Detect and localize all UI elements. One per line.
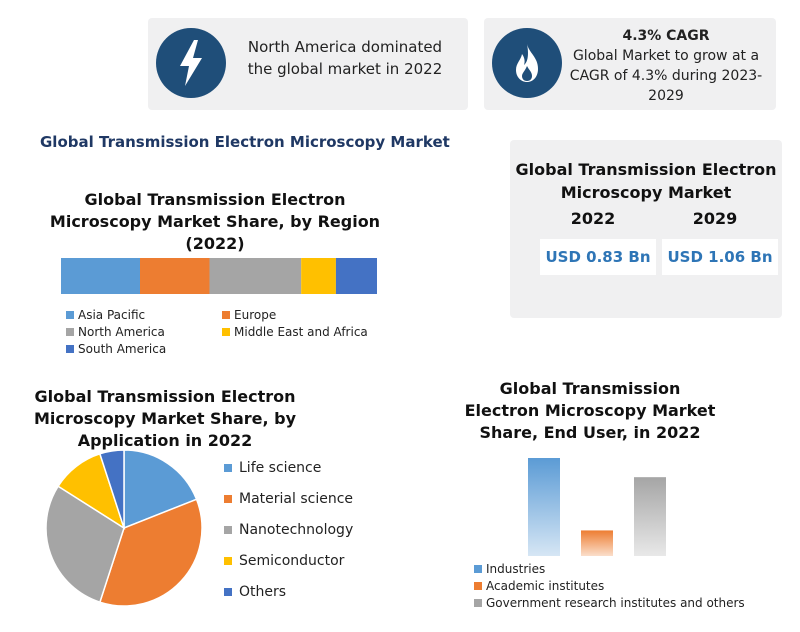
legend-label: Material science [239, 491, 354, 507]
legend-swatch [224, 526, 232, 534]
north-america-text: North America dominated the global marke… [247, 38, 443, 78]
cagr-title: 4.3% CAGR [622, 28, 710, 44]
legend-item-nanotechnology: Nanotechnology [224, 522, 353, 538]
legend-item-semiconductor: Semiconductor [224, 553, 344, 569]
kpi-year-2029: 2029 [692, 209, 738, 228]
kpi-value-2022: USD 0.83 Bn [540, 239, 656, 275]
legend-label: North America [78, 325, 165, 339]
pie-slice-life-science [123, 449, 198, 530]
region-legend: Asia Pacific Europe North America Middle Ea… [66, 308, 406, 360]
legend-label: Industries [486, 562, 546, 576]
enduser-bar-government-research-institutes-and-others [634, 477, 666, 556]
legend-swatch [222, 328, 230, 336]
legend-item-south-america: South America [66, 342, 166, 356]
legend-label: South America [78, 342, 167, 356]
lightning-bolt-icon [156, 28, 226, 98]
application-pie [45, 449, 203, 607]
legend-label: Europe [234, 308, 277, 322]
pie-slice-others [98, 449, 125, 529]
application-chart-title: Global Transmission Electron Microscopy … [33, 387, 297, 450]
legend-label: Academic institutes [486, 579, 605, 593]
legend-item-academic-institutes: Academic institutes [474, 579, 604, 593]
legend-swatch [224, 557, 232, 565]
cagr-description: Global Market to grow at a CAGR of 4.3% … [569, 48, 763, 104]
legend-item-government-research-institutes-and-others: Government research institutes and other… [474, 596, 745, 610]
legend-swatch [224, 495, 232, 503]
legend-swatch [474, 565, 482, 573]
legend-item-north-america: North America [66, 325, 165, 339]
legend-item-material-science: Material science [224, 491, 353, 507]
kpi-year-2022: 2022 [570, 209, 616, 228]
section-title: Global Transmission Electron Microscopy … [40, 133, 450, 151]
legend-swatch [474, 599, 482, 607]
legend-swatch [222, 311, 230, 319]
enduser-legend: Industries Academic institutes Government … [474, 562, 774, 618]
enduser-chart-title: Global Transmission Electron Microscopy … [464, 379, 716, 442]
kpi-value-2029: USD 1.06 Bn [662, 239, 778, 275]
enduser-bar-chart [528, 458, 666, 556]
legend-item-life-science: Life science [224, 460, 321, 476]
kpi-card [510, 140, 782, 318]
north-america-card: North America dominated the global marke… [148, 18, 468, 110]
legend-swatch [224, 588, 232, 596]
legend-item-middle-east-and-africa: Middle East and Africa [222, 325, 368, 339]
legend-label: Semiconductor [239, 553, 345, 569]
legend-item-asia-pacific: Asia Pacific [66, 308, 145, 322]
region-chart-title: Global Transmission Electron Microscopy … [49, 190, 381, 253]
legend-label: Government research institutes and other… [486, 596, 745, 610]
legend-swatch [224, 464, 232, 472]
legend-item-others: Others [224, 584, 286, 600]
legend-item-europe: Europe [222, 308, 276, 322]
legend-swatch [474, 582, 482, 590]
legend-label: Life science [239, 460, 322, 476]
legend-label: Asia Pacific [78, 308, 146, 322]
legend-label: Middle East and Africa [234, 325, 368, 339]
region-segment-south-america [335, 258, 377, 294]
cagr-text-block: 4.3% CAGR Global Market to grow at a CAG… [566, 26, 766, 106]
kpi-title: Global Transmission Electron Microscopy … [515, 160, 777, 202]
legend-swatch [66, 345, 74, 353]
legend-label: Nanotechnology [239, 522, 354, 538]
enduser-bar-industries [528, 458, 560, 556]
legend-swatch [66, 328, 74, 336]
pie-slice-nanotechnology [45, 485, 125, 604]
region-segment-europe [140, 258, 210, 294]
region-stacked-bar [61, 258, 377, 294]
enduser-bar-academic-institutes [581, 530, 613, 556]
region-segment-middle-east-and-africa [301, 258, 336, 294]
flame-icon [492, 28, 562, 98]
legend-swatch [66, 311, 74, 319]
region-segment-asia-pacific [61, 258, 140, 294]
region-segment-north-america [209, 258, 302, 294]
application-legend: Life science Material science Nanotechnolo… [224, 460, 394, 610]
legend-label: Others [239, 584, 287, 600]
pie-slice-material-science [98, 498, 203, 607]
cagr-card: 4.3% CAGR Global Market to grow at a CAG… [484, 18, 776, 110]
legend-item-industries: Industries [474, 562, 545, 576]
